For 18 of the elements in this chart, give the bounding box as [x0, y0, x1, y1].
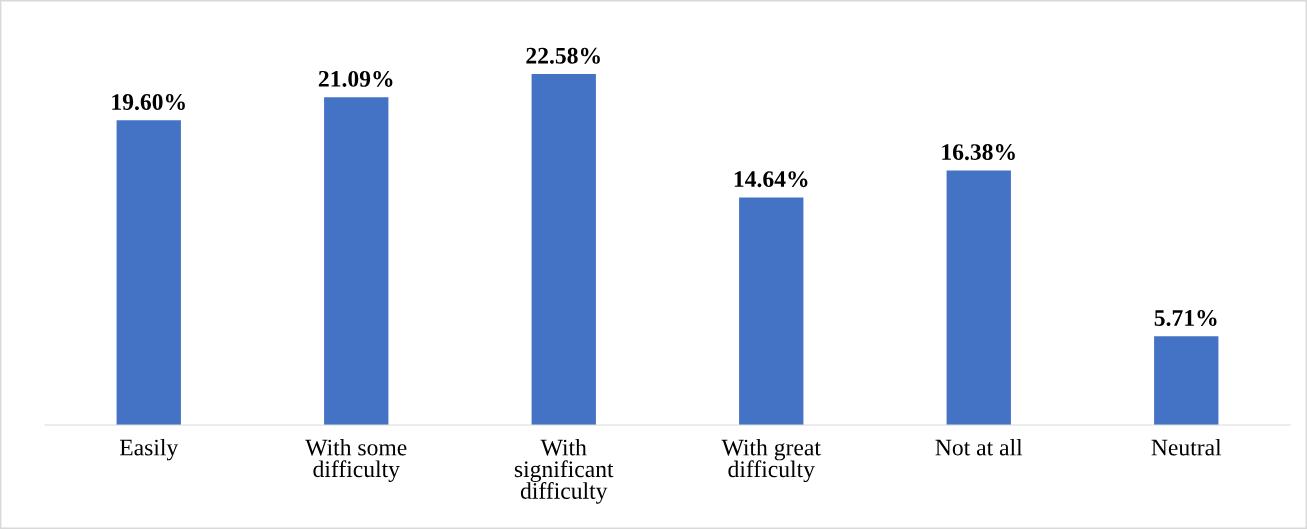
- bar: [116, 120, 181, 425]
- bar: [1154, 336, 1219, 425]
- data-label: 5.71%: [1154, 309, 1217, 326]
- bar: [739, 197, 804, 425]
- x-tick-label: With some difficulty: [305, 438, 407, 483]
- x-tick-label: With great difficulty: [721, 438, 821, 483]
- bar: [946, 170, 1011, 425]
- bar: [324, 97, 389, 425]
- data-label: 16.38%: [942, 144, 1015, 161]
- x-tick-label: With significant difficulty: [514, 438, 614, 504]
- x-tick-label: Not at all: [935, 438, 1023, 456]
- x-tick-label: Easily: [119, 438, 179, 461]
- data-label: 14.64%: [734, 171, 808, 188]
- x-tick-label: Neutral: [1151, 438, 1222, 456]
- data-label: 21.09%: [318, 70, 393, 87]
- data-label: 22.58%: [526, 47, 600, 64]
- bar: [531, 74, 596, 425]
- data-label: 19.60%: [112, 94, 185, 111]
